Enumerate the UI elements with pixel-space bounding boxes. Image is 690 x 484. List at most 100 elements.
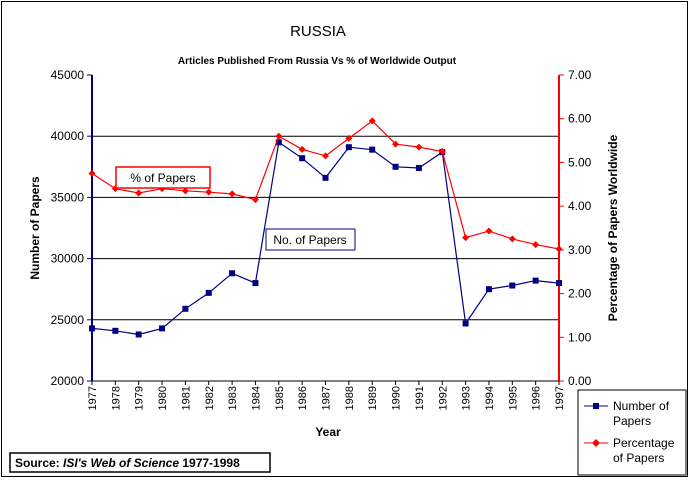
papers-point xyxy=(275,139,282,146)
papers-point xyxy=(159,325,166,332)
percent-point xyxy=(508,235,516,243)
percent-point xyxy=(205,188,213,196)
papers-point xyxy=(89,325,95,332)
papers-point xyxy=(205,289,212,296)
percent-point xyxy=(88,169,96,177)
x-tick-label: 1987 xyxy=(321,386,333,410)
x-tick-label: 1996 xyxy=(531,386,543,410)
gridlines xyxy=(92,135,559,321)
y-axis-left-ticks: 20000 25000 30000 35000 40000 45000 xyxy=(51,68,92,388)
x-tick-label: 1984 xyxy=(250,386,262,410)
percent-point xyxy=(181,187,189,195)
y-right-tick-label: 4.00 xyxy=(568,199,592,213)
x-tick-label: 1978 xyxy=(110,386,122,410)
papers-point xyxy=(299,155,306,162)
y-right-tick-label: 6.00 xyxy=(568,112,592,126)
percent-point xyxy=(415,143,423,151)
x-tick-label: 1991 xyxy=(414,386,426,410)
x-tick-label: 1988 xyxy=(344,386,356,410)
x-tick-label: 1995 xyxy=(507,386,519,410)
y-right-tick-label: 1.00 xyxy=(568,330,592,344)
x-axis-label: Year xyxy=(315,425,341,439)
percent-point xyxy=(345,134,353,142)
x-tick-label: 1989 xyxy=(367,386,379,410)
percent-point xyxy=(392,140,400,148)
x-tick-label: 1990 xyxy=(391,386,403,410)
papers-point xyxy=(556,280,562,287)
papers-point xyxy=(462,320,469,327)
y-left-tick-label: 45000 xyxy=(51,68,85,82)
annotation-percent-label: % of Papers xyxy=(130,171,195,185)
papers-point xyxy=(532,277,539,284)
y-left-tick-label: 30000 xyxy=(51,252,85,266)
percent-point xyxy=(251,196,259,204)
legend-marker-percent xyxy=(592,439,600,447)
percent-point xyxy=(298,145,306,153)
x-tick-label: 1986 xyxy=(297,386,309,410)
chart-title: RUSSIA xyxy=(290,23,346,40)
papers-point xyxy=(112,327,119,334)
annotation-count-label: No. of Papers xyxy=(273,233,346,247)
x-axis-ticks: 1977 1978 1979 1980 1981 1982 1983 1984 1985 1986… xyxy=(87,381,566,410)
x-tick-label: 1980 xyxy=(157,386,169,410)
papers-point xyxy=(369,146,376,153)
y-left-tick-label: 35000 xyxy=(51,190,85,204)
y-axis-right-ticks: 0.00 1.00 2.00 3.00 4.00 5.00 6.00 7.00 xyxy=(559,68,592,388)
percent-point xyxy=(462,234,470,242)
x-tick-label: 1983 xyxy=(227,386,239,410)
percent-point xyxy=(275,132,283,140)
percent-point xyxy=(532,241,540,249)
plot-area xyxy=(92,75,559,381)
percent-point xyxy=(555,245,563,253)
x-tick-label: 1979 xyxy=(134,386,146,410)
percent-point xyxy=(438,148,446,155)
annotation-count: No. of Papers xyxy=(265,228,356,251)
percent-point xyxy=(322,152,329,160)
y-left-tick-label: 25000 xyxy=(51,313,85,327)
papers-point xyxy=(135,331,142,338)
legend-entry-papers-1: Number of xyxy=(613,399,670,413)
papers-point xyxy=(252,280,259,287)
y-axis-right-label: Percentage of Papers Worldwide xyxy=(606,134,620,321)
legend: Number of Papers Percentage of Papers xyxy=(577,389,687,476)
y-left-tick-label: 20000 xyxy=(51,374,85,388)
papers-point xyxy=(485,286,492,293)
papers-point xyxy=(392,163,399,170)
y-right-tick-label: 0.00 xyxy=(568,374,592,388)
papers-point xyxy=(229,270,236,277)
legend-entry-papers-2: Papers xyxy=(613,414,651,428)
percent-point xyxy=(368,117,376,125)
papers-point xyxy=(182,305,189,312)
legend-entry-percent-1: Percentage xyxy=(613,436,675,450)
x-tick-label: 1985 xyxy=(274,386,286,410)
y-right-tick-label: 3.00 xyxy=(568,243,592,257)
source-note: Source: ISI's Web of Science 1977-1998 xyxy=(9,452,271,473)
legend-entry-percent-2: of Papers xyxy=(613,451,664,465)
source-text: Source: ISI's Web of Science 1977-1998 xyxy=(15,456,240,470)
y-right-tick-label: 5.00 xyxy=(568,155,592,169)
x-tick-label: 1982 xyxy=(204,386,216,410)
annotation-percent: % of Papers xyxy=(115,166,211,189)
percent-point xyxy=(228,190,236,198)
papers-point xyxy=(415,165,422,172)
x-tick-label: 1981 xyxy=(180,386,192,410)
y-right-tick-label: 2.00 xyxy=(568,287,592,301)
percent-point xyxy=(135,189,143,197)
source-box xyxy=(9,452,271,473)
papers-point xyxy=(345,144,352,151)
x-tick-label: 1997 xyxy=(554,386,566,410)
x-tick-label: 1994 xyxy=(484,386,496,410)
x-tick-label: 1977 xyxy=(87,386,99,410)
legend-marker-papers xyxy=(593,403,599,409)
chart-subtitle: Articles Published From Russia Vs % of W… xyxy=(178,56,457,67)
percent-point xyxy=(485,227,493,235)
x-tick-label: 1993 xyxy=(461,386,473,410)
x-tick-label: 1992 xyxy=(437,386,449,410)
y-left-tick-label: 40000 xyxy=(51,129,85,143)
y-right-tick-label: 7.00 xyxy=(568,68,592,82)
papers-point xyxy=(322,174,329,181)
y-axis-left-label: Number of Papers xyxy=(28,176,42,280)
papers-point xyxy=(509,282,516,289)
